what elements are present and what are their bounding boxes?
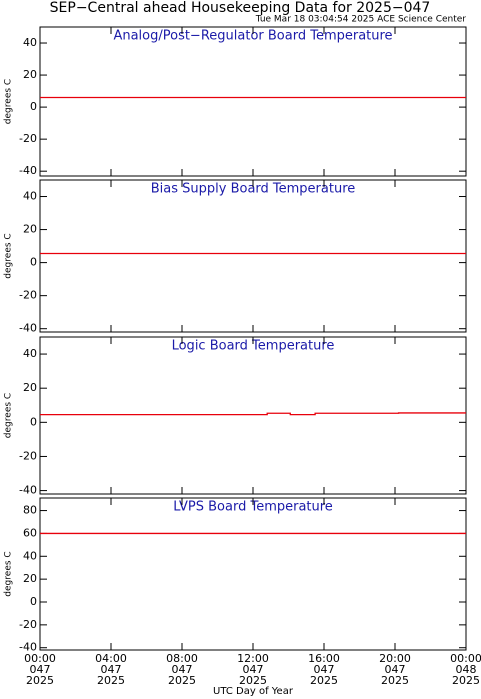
data-line [40,412,466,416]
plot-frame [39,336,467,495]
y-tick-label: 40 [23,190,37,203]
y-tick-label: 0 [30,415,37,428]
y-tick-label: -20 [19,618,37,631]
plot-frame [39,497,467,651]
y-tick-label: 20 [23,223,37,236]
panel-title: Analog/Post−Regulator Board Temperature [113,29,392,44]
y-tick-label: -40 [19,641,37,654]
y-tick-label: 20 [23,572,37,585]
y-axis-label: degrees C [4,79,14,124]
plot-frame [39,179,467,333]
y-axis-label: degrees C [4,233,14,278]
panel-title: Bias Supply Board Temperature [151,182,356,197]
subtitle: Tue Mar 18 03:04:54 2025 ACE Science Cen… [255,15,467,25]
y-tick-label: 0 [30,100,37,113]
y-tick-label: -20 [19,449,37,462]
y-tick-label: 0 [30,256,37,269]
y-tick-label: -40 [19,164,37,177]
x-tick-label: 16:00 047 2025 [308,652,340,687]
y-tick-label: 60 [23,526,37,539]
x-tick-label: 00:00 047 2025 [24,652,56,687]
y-tick-label: -20 [19,132,37,145]
x-tick-label: 12:00 047 2025 [237,652,269,687]
y-tick-label: 0 [30,595,37,608]
y-tick-label: -40 [19,484,37,497]
y-axis-label: degrees C [4,551,14,596]
y-tick-label: 80 [23,504,37,517]
plot-frame [39,26,467,177]
y-axis-label: degrees C [4,393,14,438]
y-tick-label: -40 [19,322,37,335]
x-tick-label: 08:00 047 2025 [166,652,198,687]
panel-title: Logic Board Temperature [172,339,335,354]
y-tick-label: 40 [23,36,37,49]
y-tick-label: 20 [23,68,37,81]
y-tick-label: -20 [19,289,37,302]
y-tick-label: 40 [23,347,37,360]
page-title: SEP−Central ahead Housekeeping Data for … [50,0,431,16]
y-tick-label: 20 [23,381,37,394]
x-tick-label: 04:00 047 2025 [95,652,127,687]
y-tick-label: 40 [23,549,37,562]
x-axis-label: UTC Day of Year [213,686,294,697]
x-tick-label: 00:00 048 2025 [450,652,481,687]
panel-title: LVPS Board Temperature [173,500,333,515]
x-tick-label: 20:00 047 2025 [379,652,411,687]
